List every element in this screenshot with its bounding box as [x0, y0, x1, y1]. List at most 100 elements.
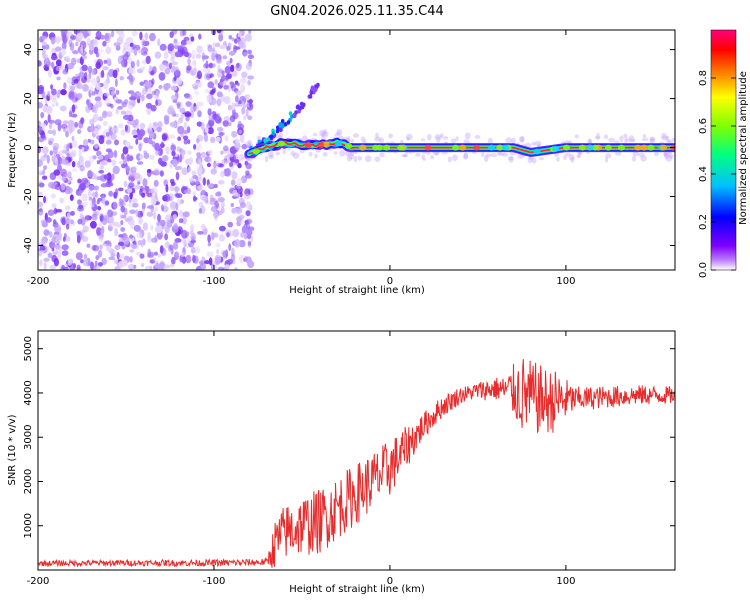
noise-speckle	[148, 139, 154, 145]
carrier-haze	[511, 137, 516, 144]
noise-speckle	[42, 35, 48, 40]
carrier-haze	[308, 152, 313, 157]
noise-speckle	[38, 159, 43, 167]
noise-speckle	[219, 81, 227, 86]
carrier-haze	[649, 137, 654, 145]
noise-speckle	[206, 251, 214, 258]
noise-speckle	[194, 105, 199, 112]
noise-speckle	[170, 201, 177, 210]
noise-speckle	[62, 48, 66, 54]
noise-speckle	[71, 104, 76, 113]
noise-speckle	[111, 159, 117, 166]
noise-speckle	[96, 75, 100, 82]
noise-speckle	[106, 57, 112, 65]
noise-speckle	[120, 110, 126, 115]
snr-ticks: -200 -100 0 100 1000 2000 3000 4000 5000	[23, 331, 675, 587]
carrier-haze	[406, 137, 410, 141]
noise-speckle	[107, 158, 112, 163]
noise-speckle	[217, 112, 221, 120]
noise-speckle	[186, 231, 190, 236]
noise-speckle	[123, 236, 130, 245]
colorbar-tick-label: 0.2	[698, 214, 709, 230]
noise-speckle	[103, 121, 108, 126]
spectrogram-y-axis-label: Frequency (Hz)	[7, 112, 18, 188]
noise-speckle	[60, 30, 68, 35]
carrier-blob	[578, 144, 586, 151]
noise-speckle	[168, 134, 175, 139]
noise-speckle	[93, 46, 99, 55]
noise-speckle	[191, 236, 195, 242]
noise-speckle	[105, 245, 112, 252]
noise-speckle	[55, 102, 59, 107]
noise-speckle	[148, 130, 155, 139]
noise-speckle	[181, 149, 186, 156]
noise-speckle	[211, 88, 216, 94]
noise-speckle	[90, 125, 95, 132]
noise-speckle	[61, 217, 67, 226]
noise-speckle	[47, 90, 51, 97]
noise-speckle	[206, 162, 211, 168]
noise-speckle	[124, 217, 132, 222]
noise-speckle	[90, 261, 94, 270]
carrier-haze	[576, 154, 580, 158]
carrier-haze	[624, 138, 628, 144]
carrier-haze	[350, 138, 355, 143]
noise-speckle	[217, 197, 225, 203]
noise-speckle	[187, 139, 191, 145]
noise-speckle	[129, 256, 133, 263]
noise-speckle	[125, 36, 134, 45]
noise-speckle	[58, 232, 62, 241]
noise-speckle	[236, 183, 241, 190]
snr-y-tick-label: 5000	[23, 336, 34, 361]
noise-speckle	[228, 35, 233, 40]
spectrogram-y-tick-label: -20	[23, 188, 34, 204]
noise-speckle	[208, 62, 214, 69]
snr-series-line	[38, 359, 675, 568]
noise-speckle	[176, 103, 181, 109]
noise-speckle	[192, 60, 197, 66]
noise-speckle	[68, 110, 73, 118]
noise-speckle	[39, 123, 47, 128]
noise-speckle	[243, 115, 247, 121]
noise-speckle	[136, 161, 144, 165]
noise-speckle	[106, 110, 113, 118]
carrier-haze	[333, 151, 338, 155]
spectrogram-x-axis-label: Height of straight line (km)	[289, 285, 425, 296]
noise-speckle	[105, 46, 112, 55]
noise-speckle	[54, 46, 62, 52]
noise-speckle	[237, 123, 245, 130]
carrier-haze	[630, 138, 636, 143]
noise-speckle	[47, 209, 55, 216]
noise-speckle	[195, 176, 199, 185]
noise-speckle	[190, 105, 196, 113]
noise-speckle	[78, 148, 82, 158]
noise-speckle	[70, 35, 77, 40]
carrier-haze	[415, 152, 421, 157]
carrier-haze	[663, 152, 668, 157]
noise-speckle	[248, 101, 253, 108]
noise-speckle	[231, 102, 236, 111]
noise-speckle	[53, 169, 61, 176]
carrier-blob	[452, 144, 460, 151]
noise-speckle	[238, 239, 246, 248]
carrier-haze	[336, 131, 341, 136]
noise-speckle	[93, 38, 99, 48]
noise-speckle	[239, 134, 245, 144]
noise-speckle	[196, 70, 202, 80]
noise-speckle	[44, 217, 52, 223]
noise-speckle	[212, 63, 216, 68]
carrier-haze	[314, 153, 318, 159]
noise-speckle	[86, 77, 91, 83]
noise-speckle	[43, 196, 46, 204]
noise-speckle	[175, 202, 179, 211]
noise-speckle	[71, 135, 75, 141]
noise-speckle	[241, 71, 248, 79]
noise-speckle	[214, 183, 218, 189]
noise-speckle	[90, 220, 97, 229]
side-branch-point	[299, 101, 304, 107]
noise-speckle	[218, 225, 226, 232]
noise-speckle	[117, 241, 125, 246]
noise-speckle	[200, 224, 206, 230]
snr-y-axis-label: SNR (10 * v/v)	[7, 414, 18, 485]
noise-speckle	[77, 129, 82, 135]
